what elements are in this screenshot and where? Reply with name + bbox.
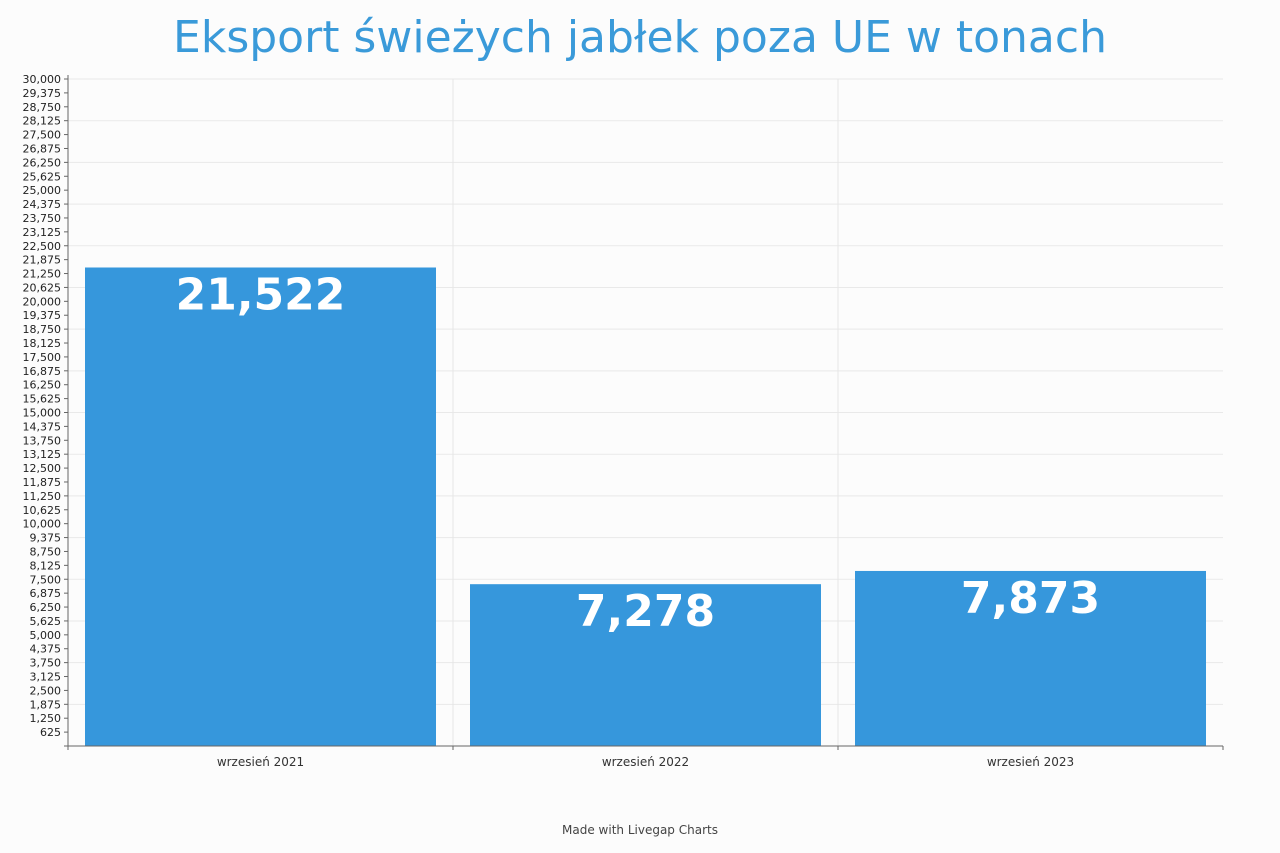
y-tick-label: 10,000 [23,518,62,531]
y-tick-label: 25,625 [23,170,62,183]
y-tick-label: 14,375 [23,420,62,433]
x-tick-label: wrzesień 2022 [602,755,689,769]
y-tick-label: 1,875 [30,698,62,711]
y-tick-label: 15,000 [23,407,62,420]
y-tick-label: 25,000 [23,184,62,197]
y-tick-label: 26,250 [23,156,62,169]
y-tick-label: 1,250 [30,712,62,725]
y-tick-label: 26,875 [23,142,62,155]
y-tick-label: 23,125 [23,226,62,239]
y-tick-label: 6,250 [30,601,62,614]
y-tick-label: 11,875 [23,476,62,489]
x-tick-label: wrzesień 2023 [987,755,1074,769]
y-tick-label: 29,375 [23,87,62,100]
y-tick-label: 12,500 [23,462,62,475]
footer-credit: Made with Livegap Charts [562,823,718,837]
y-tick-label: 16,875 [23,365,62,378]
x-tick-label: wrzesień 2021 [217,755,304,769]
y-tick-label: 20,625 [23,281,62,294]
y-tick-label: 24,375 [23,198,62,211]
y-tick-label: 7,500 [30,573,62,586]
y-tick-label: 13,750 [23,434,62,447]
y-tick-label: 8,750 [30,545,62,558]
y-tick-label: 20,000 [23,295,62,308]
y-tick-label: 10,625 [23,504,62,517]
y-tick-label: 9,375 [30,532,62,545]
y-tick-label: 17,500 [23,351,62,364]
y-tick-label: 3,125 [30,671,62,684]
bar [85,267,436,746]
y-tick-label: 19,375 [23,309,62,322]
y-tick-label: 4,375 [30,643,62,656]
y-tick-label: 30,000 [23,73,62,86]
y-tick-label: 5,000 [30,629,62,642]
y-tick-label: 13,125 [23,448,62,461]
y-tick-label: 3,750 [30,657,62,670]
y-tick-label: 625 [40,726,61,739]
y-tick-label: 18,750 [23,323,62,336]
y-tick-label: 21,250 [23,268,62,281]
y-tick-label: 22,500 [23,240,62,253]
y-tick-label: 27,500 [23,129,62,142]
y-tick-label: 11,250 [23,490,62,503]
data-label: 7,278 [576,586,715,637]
bar [855,570,1206,746]
data-label: 7,873 [961,573,1100,624]
chart-title: Eksport świeżych jabłek poza UE w tonach [173,12,1107,63]
y-tick-label: 28,750 [23,101,62,114]
y-tick-label: 2,500 [30,684,62,697]
y-tick-label: 6,875 [30,587,62,600]
y-tick-label: 16,250 [23,379,62,392]
data-label: 21,522 [176,269,346,320]
y-tick-label: 28,125 [23,115,62,128]
y-tick-label: 8,125 [30,559,62,572]
bar [470,584,821,746]
y-tick-label: 15,625 [23,393,62,406]
y-tick-label: 23,750 [23,212,62,225]
y-tick-label: 5,625 [30,615,62,628]
y-tick-label: 18,125 [23,337,62,350]
y-tick-label: 21,875 [23,254,62,267]
